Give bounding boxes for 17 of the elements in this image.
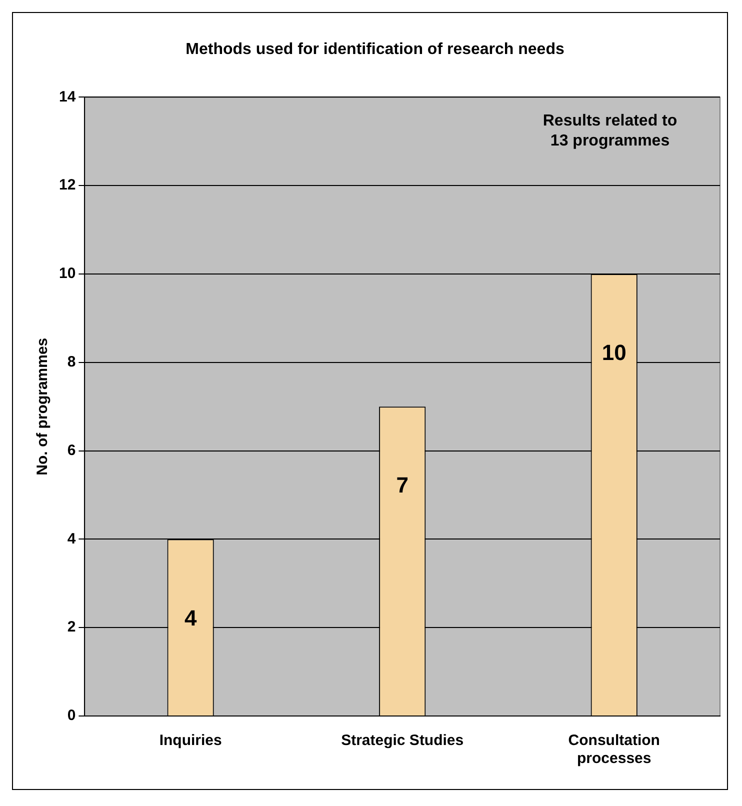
data-label: 4 — [184, 605, 198, 630]
chart-title: Methods used for identification of research needs — [186, 41, 564, 58]
y-tick-label: 8 — [67, 354, 76, 371]
annotation: Results related to 13 programmes — [542, 112, 678, 150]
y-tick-label: 10 — [58, 265, 76, 282]
data-label: 10 — [602, 340, 626, 366]
y-tick-label: 14 — [58, 88, 76, 106]
data-label: 7 — [396, 472, 408, 498]
x-tick-label: Inquiries — [159, 732, 222, 750]
y-tick-label: 2 — [67, 618, 76, 636]
y-axis-title: No. of programmes — [34, 338, 52, 476]
y-tick-label: 0 — [67, 707, 76, 724]
y-tick-label: 4 — [67, 530, 76, 548]
x-tick-label: Strategic Studies — [341, 732, 464, 750]
y-tick-label: 6 — [67, 442, 76, 459]
x-tick-label: Consultation processes — [568, 732, 660, 768]
y-tick-label: 12 — [58, 176, 76, 194]
